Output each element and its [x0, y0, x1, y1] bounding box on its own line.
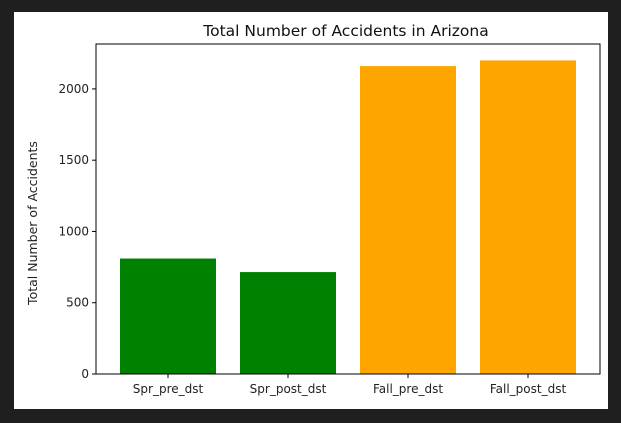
x-tick-label: Fall_post_dst	[490, 382, 567, 396]
bars-group	[120, 60, 576, 374]
bar-Spr_pre_dst	[120, 258, 216, 374]
y-tick-label: 1500	[58, 153, 89, 167]
x-tick-label: Spr_pre_dst	[133, 382, 204, 396]
plot-frame	[95, 43, 601, 375]
chart-figure: Total Number of Accidents in Arizona Tot…	[14, 12, 608, 409]
y-tick-label: 2000	[58, 82, 89, 96]
x-tick-label: Spr_post_dst	[250, 382, 327, 396]
y-ticks-group: 0 500 1000 1500 2000	[58, 82, 96, 381]
x-tick-label: Fall_pre_dst	[373, 382, 443, 396]
y-tick-label: 500	[66, 296, 89, 310]
bar-Fall_pre_dst	[360, 66, 456, 374]
bar-chart: Total Number of Accidents in Arizona Tot…	[25, 22, 601, 396]
bar-Spr_post_dst	[240, 272, 336, 374]
y-tick-label: 0	[81, 367, 89, 381]
chart-title: Total Number of Accidents in Arizona	[202, 22, 488, 40]
x-ticks-group: Spr_pre_dst Spr_post_dst Fall_pre_dst Fall_…	[133, 374, 567, 396]
bar-Fall_post_dst	[480, 60, 576, 374]
y-tick-label: 1000	[58, 224, 89, 238]
y-axis-label: Total Number of Accidents	[25, 141, 40, 306]
